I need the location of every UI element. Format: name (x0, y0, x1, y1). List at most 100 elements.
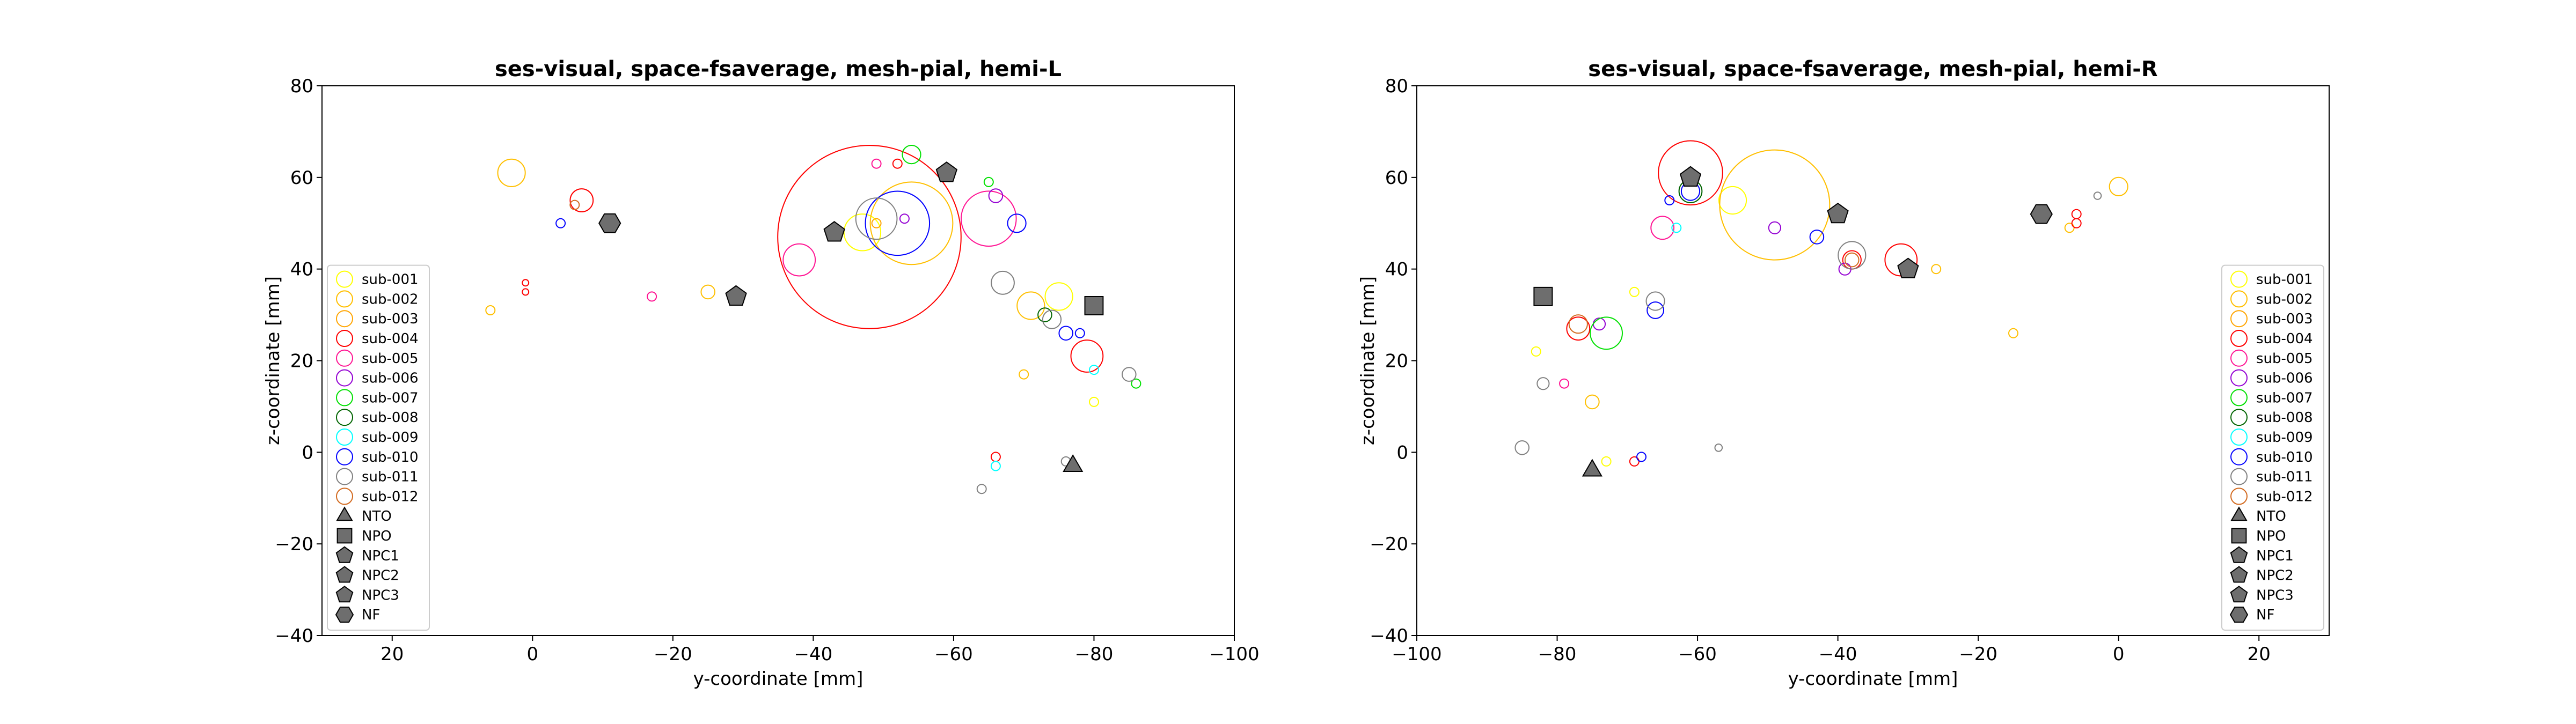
legend-swatch-sub-001 (2230, 270, 2248, 288)
legend-swatch-sub-006 (2230, 369, 2248, 387)
data-point-sub-012 (569, 200, 580, 210)
legend-label: NF (362, 607, 380, 623)
legend-swatch-sub-005 (2230, 349, 2248, 367)
legend-swatch-sub-011 (2230, 468, 2248, 485)
legend-swatch-sub-001 (336, 270, 353, 288)
legend-label: sub-011 (362, 469, 419, 485)
chart-panel-2: ses-visual, space-fsaverage, mesh-pial, … (1357, 57, 2330, 690)
legend-marker-nf (335, 607, 354, 623)
marker-nf (2030, 204, 2053, 224)
legend-label: sub-008 (362, 410, 419, 426)
y-tick-label: 60 (290, 167, 313, 189)
legend-marker-nf (2229, 607, 2249, 623)
legend-swatch-sub-008 (2230, 409, 2248, 426)
legend-swatch-sub-003 (2230, 310, 2248, 328)
data-point-sub-007 (1590, 316, 1623, 350)
data-point-sub-004 (990, 452, 1001, 462)
legend-label: sub-010 (2256, 449, 2313, 466)
data-point-sub-011 (1714, 444, 1723, 452)
legend-swatch-sub-007 (336, 389, 353, 407)
legend-marker-npc1 (335, 546, 354, 563)
x-tick-label: −20 (1959, 644, 1997, 665)
legend-swatch-sub-012 (2230, 487, 2248, 505)
data-point-sub-010 (1646, 301, 1665, 319)
data-point-sub-004 (569, 188, 594, 212)
data-point-sub-010 (865, 190, 931, 256)
data-point-sub-006 (1768, 221, 1781, 234)
data-point-sub-010 (555, 218, 566, 228)
data-point-sub-002 (2109, 176, 2128, 196)
y-tick-label: 20 (1385, 351, 1408, 372)
legend-label: sub-005 (2256, 351, 2313, 367)
data-points (1514, 140, 2128, 477)
legend-label: sub-002 (2256, 291, 2313, 307)
data-point-sub-002 (1585, 394, 1600, 410)
data-point-sub-002 (2008, 328, 2018, 338)
data-point-sub-012 (1845, 252, 1860, 268)
data-point-sub-011 (1536, 377, 1550, 390)
legend-marker-npc2 (335, 566, 354, 583)
legend-label: sub-003 (2256, 311, 2313, 327)
legend-label: sub-005 (362, 351, 419, 367)
legend-label: sub-008 (2256, 410, 2313, 426)
marker-nf (598, 213, 621, 233)
legend: sub-001 sub-002 sub-003 sub-004 sub-005 sub-0… (2221, 264, 2324, 631)
legend-label: sub-003 (362, 311, 419, 327)
data-point-sub-004 (1658, 140, 1723, 206)
data-point-sub-004 (522, 279, 530, 287)
marker-nto (1063, 454, 1084, 472)
data-point-sub-002 (700, 284, 715, 300)
y-tick-label: 60 (1385, 167, 1408, 189)
data-point-sub-001 (843, 213, 882, 252)
data-point-sub-004 (2071, 209, 2082, 219)
y-tick-label: −40 (1370, 625, 1408, 647)
y-tick-label: 20 (290, 351, 313, 372)
marker-npo (1084, 296, 1104, 315)
data-point-sub-011 (976, 484, 987, 494)
data-point-sub-010 (1809, 230, 1825, 245)
data-point-sub-011 (1042, 309, 1062, 329)
data-point-sub-008 (1037, 307, 1052, 322)
legend-swatch-sub-009 (336, 429, 353, 446)
y-axis-label: z-coordinate [mm] (262, 276, 284, 445)
y-tick-label: 80 (290, 76, 313, 97)
legend-label: NPO (362, 528, 392, 544)
data-point-sub-011 (1514, 440, 1529, 455)
legend-swatch-sub-003 (336, 310, 353, 328)
data-point-sub-007 (902, 145, 921, 165)
data-point-sub-002 (1931, 264, 1942, 275)
y-tick-label: 0 (1396, 442, 1408, 463)
legend-label: sub-002 (362, 291, 419, 307)
data-point-sub-012 (1568, 314, 1588, 334)
data-point-sub-009 (1089, 365, 1099, 375)
data-points (485, 145, 1141, 494)
data-point-sub-005 (871, 158, 882, 169)
y-tick-label: −40 (275, 625, 313, 647)
legend-label: sub-009 (362, 430, 419, 446)
data-point-sub-002 (1719, 149, 1831, 261)
legend-label: NPC3 (362, 587, 399, 603)
legend-marker-npo (2231, 528, 2247, 544)
x-tick-label: 0 (526, 644, 538, 665)
data-point-sub-004 (1629, 456, 1640, 467)
data-point-sub-002 (497, 158, 526, 187)
data-point-sub-011 (1838, 241, 1867, 270)
legend-marker-npc3 (335, 586, 354, 603)
legend-label: sub-004 (2256, 331, 2313, 347)
data-point-sub-006 (899, 213, 910, 224)
legend-swatch-sub-006 (336, 369, 353, 387)
legend-swatch-sub-009 (2230, 429, 2248, 446)
data-point-sub-001 (1531, 346, 1541, 357)
data-point-sub-002 (485, 305, 496, 315)
data-point-sub-002 (2064, 223, 2075, 233)
legend-label: NPC1 (362, 548, 399, 564)
x-axis-label: y-coordinate [mm] (1788, 668, 1958, 690)
marker-npc3 (1897, 257, 1919, 278)
y-axis-label: z-coordinate [mm] (1357, 276, 1379, 445)
data-point-sub-007 (983, 176, 994, 187)
data-point-sub-011 (991, 270, 1015, 295)
legend-swatch-sub-004 (2230, 330, 2248, 347)
data-point-sub-011 (855, 197, 898, 240)
data-point-sub-002 (869, 181, 954, 265)
x-tick-label: 20 (2248, 644, 2271, 665)
